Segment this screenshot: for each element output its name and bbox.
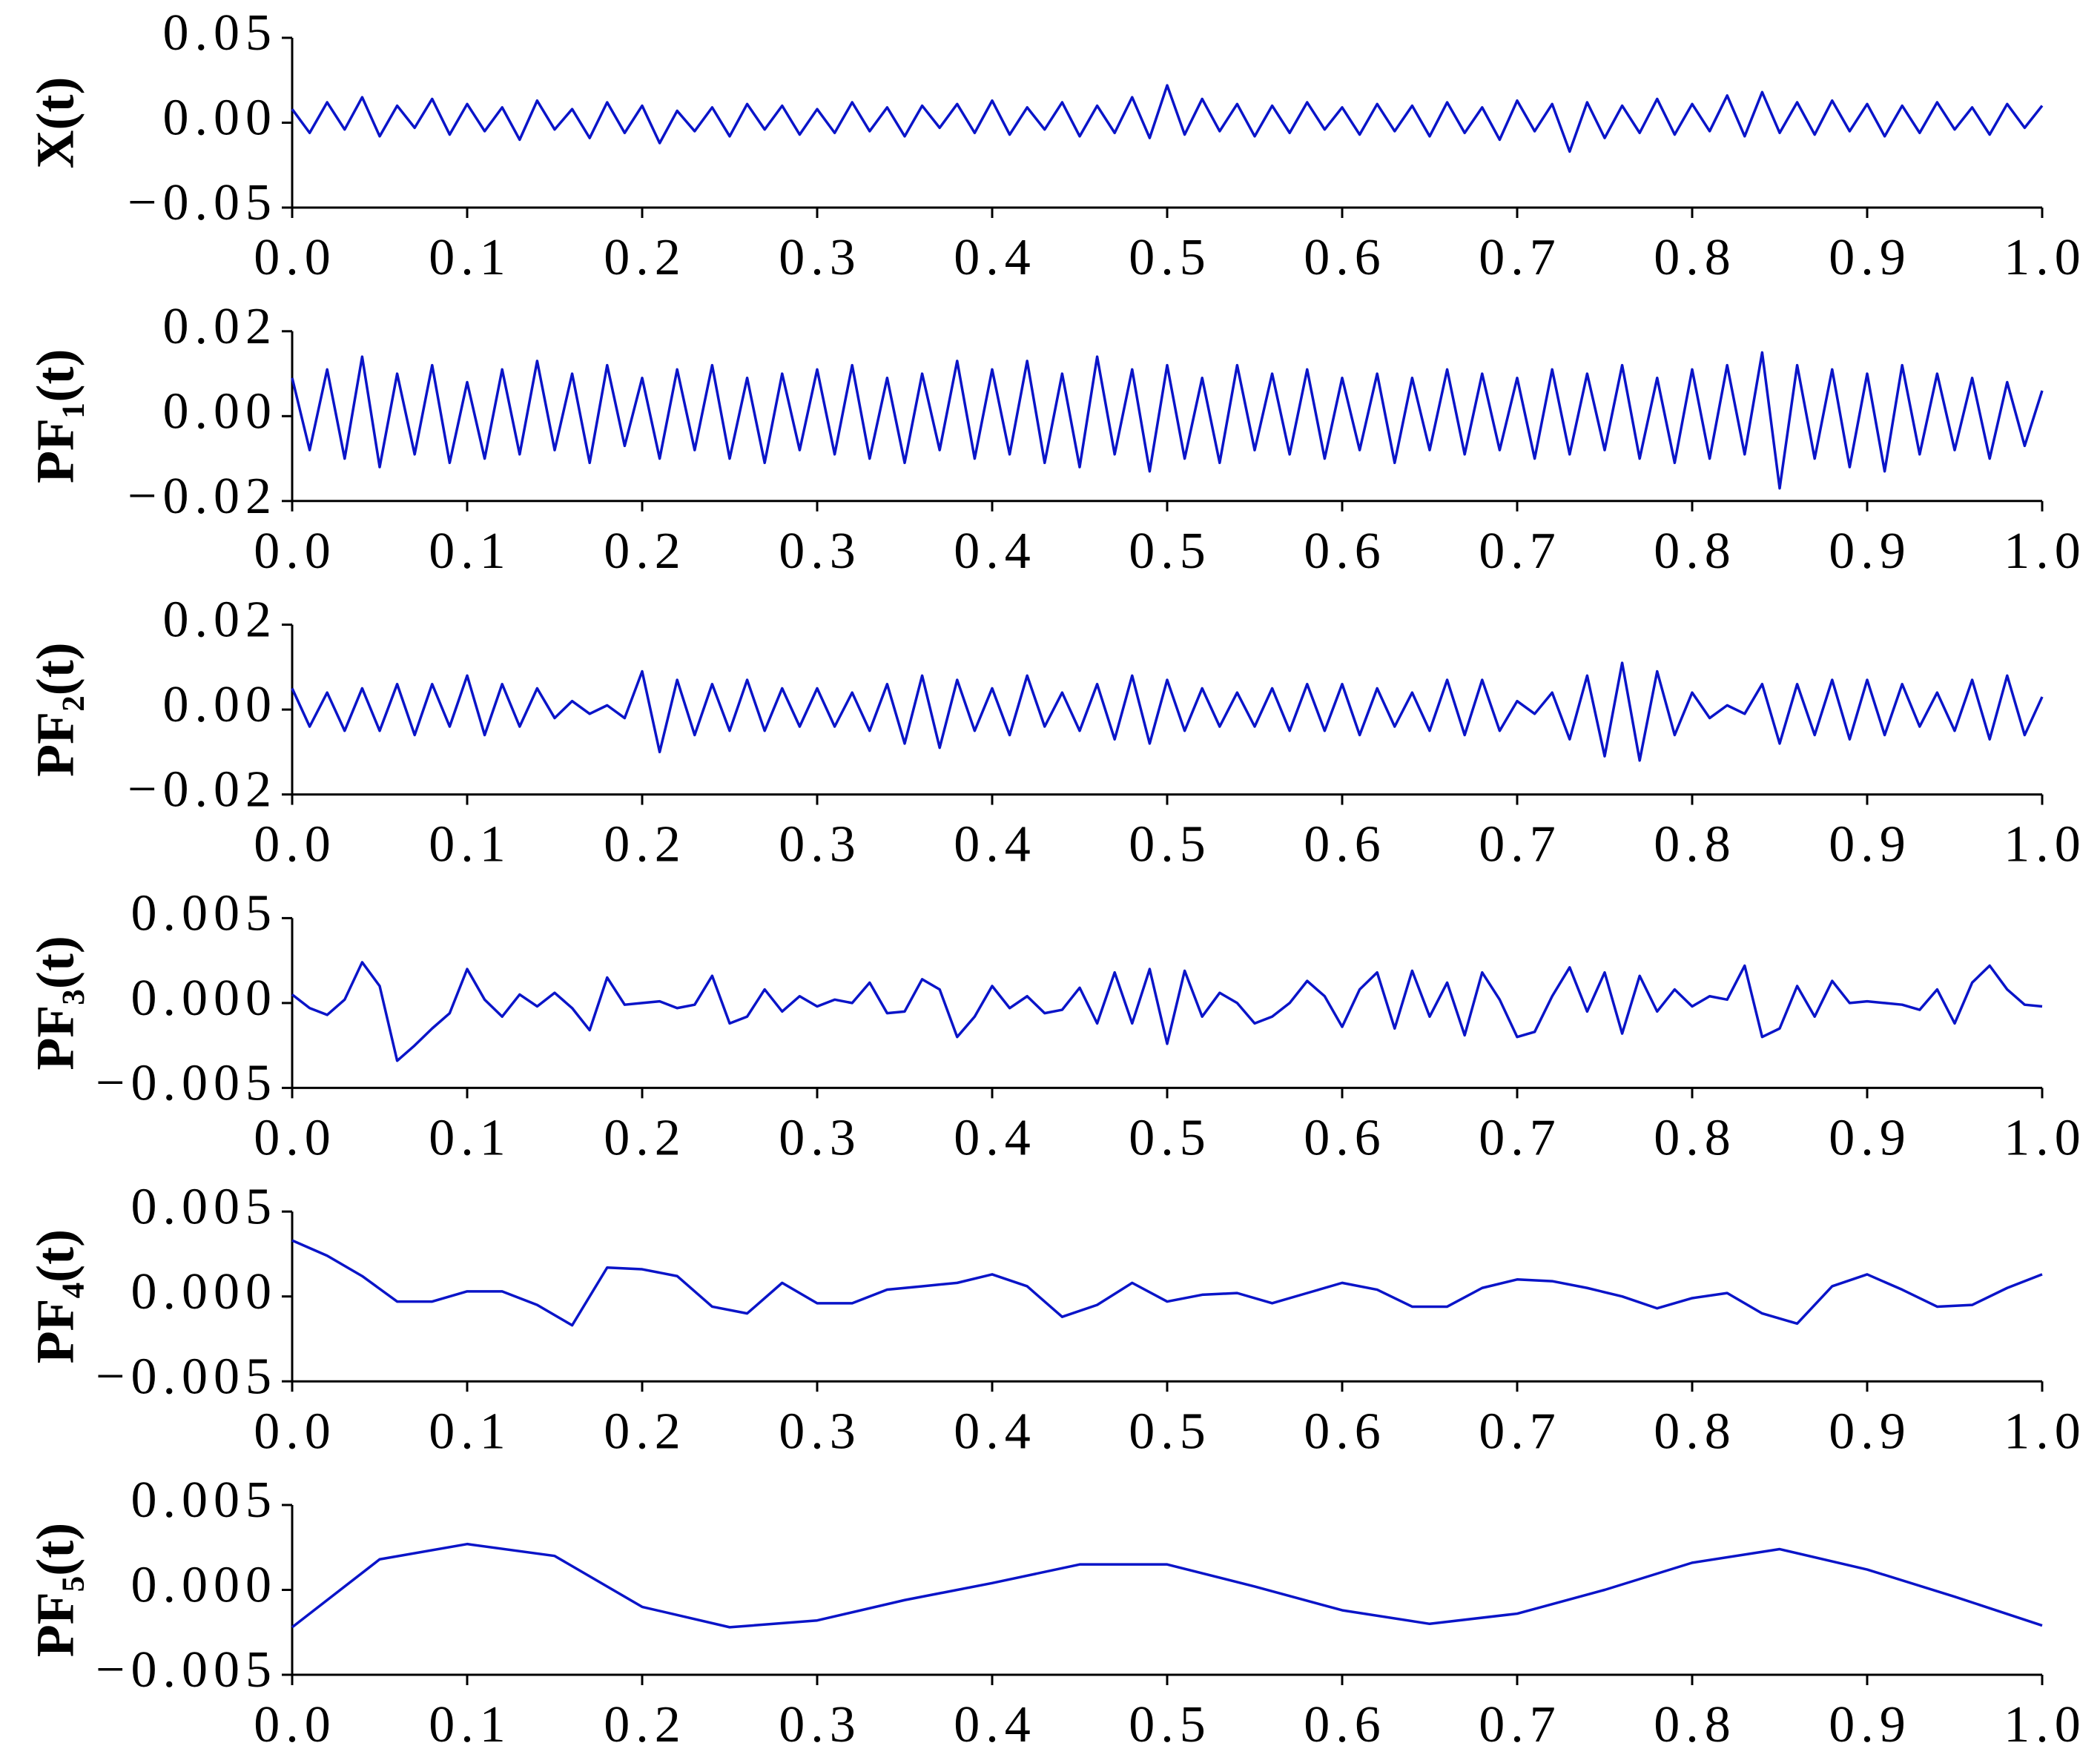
x-tick-label: 0.5 xyxy=(1129,523,1212,580)
x-tick-label: 0.3 xyxy=(779,1403,862,1460)
x-tick-label: 0.3 xyxy=(779,229,862,286)
x-tick-label: 0.2 xyxy=(604,229,687,286)
x-tick-label: 0.5 xyxy=(1129,816,1212,873)
y-tick-label: −0.005 xyxy=(96,1641,277,1698)
data-line xyxy=(291,1239,2043,1327)
x-tick-label: 0.6 xyxy=(1304,1109,1387,1166)
y-tick-label: 0.05 xyxy=(163,4,278,62)
x-tick-label: 0.8 xyxy=(1654,1403,1737,1460)
x-tick-label: 0.1 xyxy=(429,816,512,873)
x-tick-label: 0.0 xyxy=(254,229,337,286)
y-tick-label: 0.005 xyxy=(131,884,278,942)
x-tick-label: 0.0 xyxy=(254,1403,337,1460)
y-tick-label: 0.000 xyxy=(131,970,278,1027)
y-axis-label: X(t) xyxy=(26,77,85,169)
x-tick-label: 0.1 xyxy=(429,1696,512,1753)
y-tick-label: −0.005 xyxy=(96,1054,277,1111)
x-tick-label: 0.6 xyxy=(1304,816,1387,873)
x-tick-label: 0.7 xyxy=(1479,1696,1562,1753)
x-tick-label: 1.0 xyxy=(2004,1696,2087,1753)
x-tick-label: 0.8 xyxy=(1654,816,1737,873)
x-tick-label: 0.6 xyxy=(1304,1403,1387,1460)
x-tick-label: 0.3 xyxy=(779,1109,862,1166)
data-line xyxy=(291,1542,2043,1629)
x-tick-label: 0.4 xyxy=(954,1696,1037,1753)
x-tick-label: 0.8 xyxy=(1654,523,1737,580)
x-tick-label: 1.0 xyxy=(2004,229,2087,286)
x-tick-label: 0.6 xyxy=(1304,1696,1387,1753)
x-tick-label: 0.4 xyxy=(954,1403,1037,1460)
x-tick-label: 0.6 xyxy=(1304,523,1387,580)
x-tick-label: 0.7 xyxy=(1479,1403,1562,1460)
x-tick-label: 0.3 xyxy=(779,816,862,873)
x-tick-label: 0.7 xyxy=(1479,229,1562,286)
y-tick-label: 0.02 xyxy=(163,592,278,649)
x-tick-label: 0.0 xyxy=(254,1109,337,1166)
x-tick-label: 1.0 xyxy=(2004,1109,2087,1166)
x-tick-label: 1.0 xyxy=(2004,816,2087,873)
x-tick-label: 0.2 xyxy=(604,523,687,580)
data-line xyxy=(291,961,2043,1062)
x-tick-label: 0.1 xyxy=(429,1109,512,1166)
x-tick-label: 0.7 xyxy=(1479,816,1562,873)
x-tick-label: 1.0 xyxy=(2004,523,2087,580)
x-tick-label: 0.0 xyxy=(254,816,337,873)
x-tick-label: 0.2 xyxy=(604,1696,687,1753)
x-tick-label: 0.1 xyxy=(429,523,512,580)
y-tick-label: 0.000 xyxy=(131,1263,278,1320)
x-tick-label: 0.2 xyxy=(604,1109,687,1166)
x-tick-label: 0.0 xyxy=(254,523,337,580)
y-axis-label: PF₂(t) xyxy=(26,642,85,776)
x-tick-label: 0.1 xyxy=(429,229,512,286)
y-tick-label: 0.005 xyxy=(131,1472,278,1529)
x-tick-label: 0.8 xyxy=(1654,229,1737,286)
y-axis-label: PF₃(t) xyxy=(26,936,85,1070)
data-line xyxy=(291,84,2044,153)
x-tick-label: 0.3 xyxy=(779,1696,862,1753)
x-tick-label: 0.8 xyxy=(1654,1696,1737,1753)
x-tick-label: 0.7 xyxy=(1479,523,1562,580)
x-tick-label: 0.1 xyxy=(429,1403,512,1460)
x-tick-label: 0.9 xyxy=(1829,523,1912,580)
x-tick-label: 0.4 xyxy=(954,816,1037,873)
x-tick-label: 0.5 xyxy=(1129,1109,1212,1166)
y-axis-label: PF₄(t) xyxy=(26,1229,85,1363)
y-tick-label: 0.005 xyxy=(131,1178,278,1235)
y-tick-label: −0.005 xyxy=(96,1348,277,1405)
data-line xyxy=(291,351,2044,490)
x-tick-label: 1.0 xyxy=(2004,1403,2087,1460)
x-tick-label: 0.5 xyxy=(1129,1696,1212,1753)
x-tick-label: 0.4 xyxy=(954,523,1037,580)
y-axis-label: PF₅(t) xyxy=(26,1523,85,1657)
x-tick-label: 0.4 xyxy=(954,229,1037,286)
x-tick-label: 0.9 xyxy=(1829,1696,1912,1753)
x-tick-label: 0.4 xyxy=(954,1109,1037,1166)
x-tick-label: 0.5 xyxy=(1129,229,1212,286)
x-tick-label: 0.2 xyxy=(604,816,687,873)
x-tick-label: 0.8 xyxy=(1654,1109,1737,1166)
y-tick-label: 0.000 xyxy=(131,1557,278,1614)
y-tick-label: 0.00 xyxy=(163,90,278,147)
y-tick-label: 0.02 xyxy=(163,298,278,355)
x-tick-label: 0.9 xyxy=(1829,229,1912,286)
x-tick-label: 0.3 xyxy=(779,523,862,580)
y-tick-label: 0.00 xyxy=(163,383,278,440)
x-tick-label: 0.7 xyxy=(1479,1109,1562,1166)
x-tick-label: 0.9 xyxy=(1829,1403,1912,1460)
x-tick-label: 0.2 xyxy=(604,1403,687,1460)
x-tick-label: 0.5 xyxy=(1129,1403,1212,1460)
x-tick-label: 0.9 xyxy=(1829,1109,1912,1166)
x-tick-label: 0.6 xyxy=(1304,229,1387,286)
x-tick-label: 0.0 xyxy=(254,1696,337,1753)
data-line xyxy=(291,661,2044,762)
y-tick-label: −0.02 xyxy=(128,761,277,818)
y-tick-label: 0.00 xyxy=(163,676,278,733)
y-tick-label: −0.02 xyxy=(128,468,277,525)
y-axis-label: PF₁(t) xyxy=(26,349,85,483)
y-tick-label: −0.05 xyxy=(128,174,277,231)
x-tick-label: 0.9 xyxy=(1829,816,1912,873)
